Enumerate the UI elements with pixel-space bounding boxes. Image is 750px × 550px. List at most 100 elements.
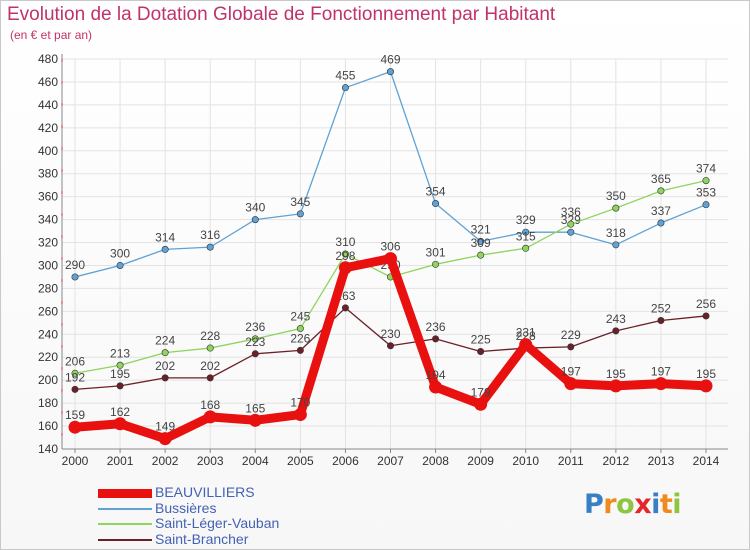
data-point bbox=[296, 346, 304, 354]
x-tick-label: 2001 bbox=[107, 454, 134, 468]
data-label: 340 bbox=[245, 201, 265, 215]
data-point bbox=[161, 245, 169, 253]
data-label: 195 bbox=[606, 367, 626, 381]
data-point bbox=[567, 228, 575, 236]
data-label: 149 bbox=[155, 420, 175, 434]
data-point bbox=[248, 413, 262, 427]
line-chart: 140 160 180 200 220 240 260 280 300 320 340 360 380 4… bbox=[38, 52, 728, 468]
data-label: 195 bbox=[110, 367, 130, 381]
data-label: 225 bbox=[471, 333, 491, 347]
data-label: 336 bbox=[561, 205, 581, 219]
x-tick-label: 2002 bbox=[152, 454, 179, 468]
data-label: 206 bbox=[65, 354, 85, 368]
data-point bbox=[609, 379, 623, 393]
x-tick-label: 2007 bbox=[377, 454, 404, 468]
logo-letter: P bbox=[584, 489, 604, 520]
y-tick-label: 460 bbox=[38, 75, 58, 89]
y-tick-label: 220 bbox=[38, 350, 58, 364]
logo-letter: t bbox=[659, 489, 673, 520]
data-label: 229 bbox=[561, 328, 581, 342]
data-point bbox=[612, 204, 620, 212]
data-label: 318 bbox=[606, 226, 626, 240]
data-label: 213 bbox=[110, 346, 130, 360]
data-point bbox=[386, 68, 394, 76]
x-tick-label: 2009 bbox=[467, 454, 494, 468]
y-tick-label: 420 bbox=[38, 121, 58, 135]
data-point bbox=[251, 216, 259, 224]
data-point bbox=[477, 251, 485, 259]
data-label: 354 bbox=[426, 185, 446, 199]
data-point bbox=[564, 377, 578, 391]
data-point bbox=[702, 177, 710, 185]
data-label: 314 bbox=[155, 230, 175, 244]
chart-title: Evolution de la Dotation Globale de Fonc… bbox=[7, 4, 556, 25]
data-label: 228 bbox=[200, 329, 220, 343]
data-point bbox=[206, 243, 214, 251]
data-point bbox=[384, 252, 397, 266]
data-point bbox=[206, 344, 214, 352]
data-point bbox=[477, 347, 485, 355]
legend-label: Saint-Léger-Vauban bbox=[155, 515, 280, 531]
data-point bbox=[657, 317, 665, 325]
y-tick-label: 320 bbox=[38, 236, 58, 250]
data-point bbox=[158, 432, 172, 446]
data-label: 202 bbox=[155, 359, 175, 373]
data-point bbox=[567, 343, 575, 351]
y-tick-label: 400 bbox=[38, 144, 58, 158]
data-label: 159 bbox=[65, 408, 85, 422]
data-label: 228 bbox=[516, 329, 536, 343]
y-tick-label: 280 bbox=[38, 281, 58, 295]
data-label: 455 bbox=[335, 69, 355, 83]
logo-letter: i bbox=[651, 489, 660, 520]
data-label: 195 bbox=[696, 367, 716, 381]
data-point bbox=[71, 369, 79, 377]
data-label: 290 bbox=[65, 258, 85, 272]
data-label: 345 bbox=[290, 195, 310, 209]
data-label: 469 bbox=[380, 53, 400, 67]
data-point bbox=[296, 210, 304, 218]
logo-letter: x bbox=[634, 489, 652, 520]
data-label: 309 bbox=[471, 236, 491, 250]
data-label: 162 bbox=[110, 405, 130, 419]
data-label: 197 bbox=[651, 365, 671, 379]
data-label: 353 bbox=[696, 186, 716, 200]
data-point bbox=[432, 260, 440, 268]
data-label: 165 bbox=[245, 401, 265, 415]
data-label: 310 bbox=[335, 235, 355, 249]
data-point bbox=[699, 379, 713, 393]
x-tick-label: 2000 bbox=[62, 454, 89, 468]
data-point bbox=[522, 228, 530, 236]
x-tick-label: 2003 bbox=[197, 454, 224, 468]
data-label: 245 bbox=[290, 310, 310, 324]
data-point bbox=[477, 237, 485, 245]
logo-letter: r bbox=[603, 489, 617, 520]
data-label: 223 bbox=[245, 335, 265, 349]
proxiti-logo: Proxiti bbox=[584, 489, 682, 520]
data-point bbox=[206, 374, 214, 382]
data-point bbox=[203, 410, 217, 424]
data-point bbox=[432, 200, 440, 208]
data-point bbox=[386, 342, 394, 350]
data-label: 236 bbox=[245, 320, 265, 334]
data-label: 231 bbox=[516, 326, 536, 340]
y-tick-label: 440 bbox=[38, 98, 58, 112]
data-label: 224 bbox=[155, 334, 175, 348]
data-point bbox=[654, 377, 668, 391]
data-label: 316 bbox=[200, 228, 220, 242]
data-point bbox=[296, 325, 304, 333]
data-label: 321 bbox=[471, 222, 491, 236]
data-label: 374 bbox=[696, 162, 716, 176]
data-label: 252 bbox=[651, 302, 671, 316]
data-label: 226 bbox=[290, 331, 310, 345]
legend-swatch bbox=[98, 507, 152, 510]
y-tick-label: 140 bbox=[38, 442, 58, 456]
x-tick-label: 2013 bbox=[648, 454, 675, 468]
legend-label: BEAUVILLIERS bbox=[155, 484, 255, 500]
data-point bbox=[519, 338, 533, 352]
data-point bbox=[432, 335, 440, 343]
chart-subtitle: (en € et par an) bbox=[10, 28, 93, 42]
data-label: 236 bbox=[426, 320, 446, 334]
data-point bbox=[68, 420, 82, 434]
data-point bbox=[567, 220, 575, 228]
y-tick-label: 380 bbox=[38, 167, 58, 181]
